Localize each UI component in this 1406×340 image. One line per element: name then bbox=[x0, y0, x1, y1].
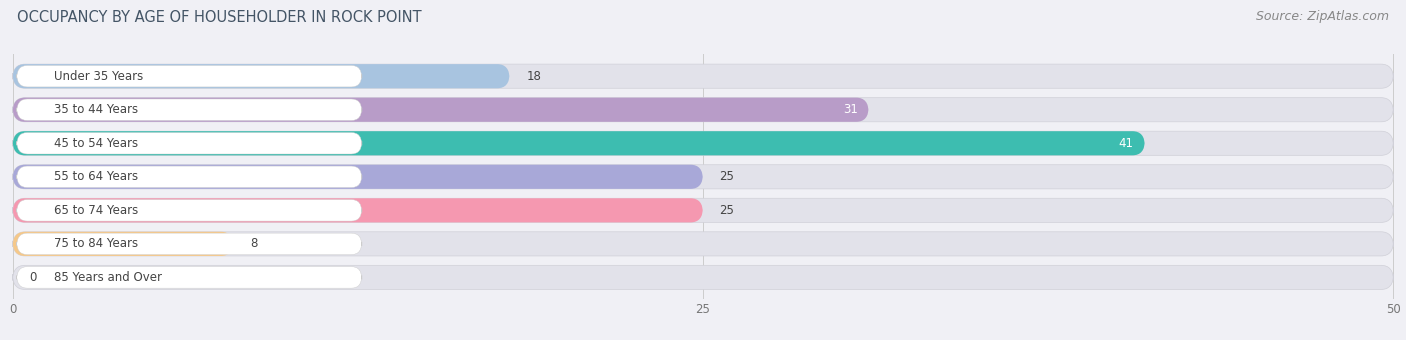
Text: 85 Years and Over: 85 Years and Over bbox=[53, 271, 162, 284]
FancyBboxPatch shape bbox=[17, 200, 361, 221]
FancyBboxPatch shape bbox=[17, 66, 361, 87]
FancyBboxPatch shape bbox=[13, 198, 1393, 222]
Text: Under 35 Years: Under 35 Years bbox=[53, 70, 143, 83]
FancyBboxPatch shape bbox=[13, 131, 1393, 155]
FancyBboxPatch shape bbox=[13, 198, 703, 222]
FancyBboxPatch shape bbox=[17, 166, 361, 188]
FancyBboxPatch shape bbox=[17, 99, 361, 120]
Text: OCCUPANCY BY AGE OF HOUSEHOLDER IN ROCK POINT: OCCUPANCY BY AGE OF HOUSEHOLDER IN ROCK … bbox=[17, 10, 422, 25]
Text: 18: 18 bbox=[526, 70, 541, 83]
Text: 8: 8 bbox=[250, 237, 257, 250]
FancyBboxPatch shape bbox=[13, 265, 1393, 289]
Text: 35 to 44 Years: 35 to 44 Years bbox=[53, 103, 138, 116]
FancyBboxPatch shape bbox=[13, 98, 869, 122]
FancyBboxPatch shape bbox=[17, 233, 361, 255]
Text: 65 to 74 Years: 65 to 74 Years bbox=[53, 204, 138, 217]
FancyBboxPatch shape bbox=[13, 98, 1393, 122]
Text: 41: 41 bbox=[1119, 137, 1133, 150]
FancyBboxPatch shape bbox=[13, 64, 510, 88]
Text: 25: 25 bbox=[720, 204, 734, 217]
FancyBboxPatch shape bbox=[13, 165, 703, 189]
FancyBboxPatch shape bbox=[13, 64, 1393, 88]
FancyBboxPatch shape bbox=[13, 232, 1393, 256]
Text: 31: 31 bbox=[842, 103, 858, 116]
Text: 55 to 64 Years: 55 to 64 Years bbox=[53, 170, 138, 183]
Text: 25: 25 bbox=[720, 170, 734, 183]
FancyBboxPatch shape bbox=[17, 133, 361, 154]
Text: Source: ZipAtlas.com: Source: ZipAtlas.com bbox=[1256, 10, 1389, 23]
Text: 75 to 84 Years: 75 to 84 Years bbox=[53, 237, 138, 250]
FancyBboxPatch shape bbox=[13, 232, 233, 256]
Text: 45 to 54 Years: 45 to 54 Years bbox=[53, 137, 138, 150]
Text: 0: 0 bbox=[30, 271, 37, 284]
FancyBboxPatch shape bbox=[13, 131, 1144, 155]
FancyBboxPatch shape bbox=[17, 267, 361, 288]
FancyBboxPatch shape bbox=[13, 165, 1393, 189]
